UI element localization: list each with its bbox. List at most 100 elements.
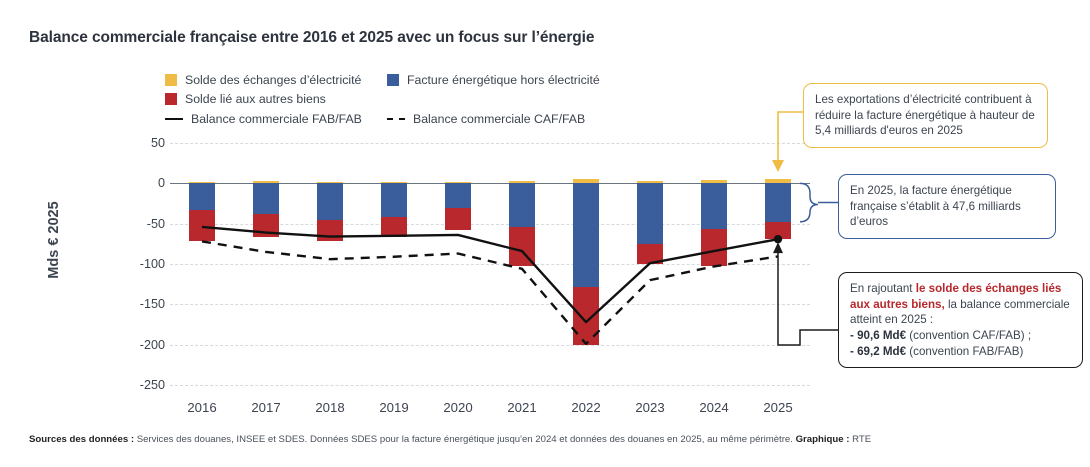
y-tick-label: 50 <box>150 136 165 150</box>
bar-segment <box>509 183 535 227</box>
callout-balance-rest-caffab: (convention CAF/FAB) ; <box>906 328 1032 342</box>
zero-line <box>170 183 810 185</box>
x-tick-label: 2024 <box>699 400 729 415</box>
legend-item-autres: Solde lié aux autres biens <box>165 92 387 106</box>
y-tick-label: 0 <box>157 176 165 191</box>
x-tick-label: 2020 <box>443 400 473 415</box>
bar-segment <box>765 178 791 184</box>
connector-elec-leader <box>777 111 803 140</box>
bar-segment <box>509 180 535 184</box>
gridline <box>170 344 810 346</box>
legend-row-3: Balance commerciale FAB/FAB Balance comm… <box>165 108 685 130</box>
legend-label-elec: Solde des échanges d’électricité <box>185 72 362 87</box>
bar-segment <box>253 181 279 184</box>
x-tick-label: 2023 <box>635 400 665 415</box>
bar-segment <box>317 183 343 220</box>
y-axis-ticks: 50 0 -50 -100 -150 -200 -250 <box>95 135 165 393</box>
y-tick-label: -150 <box>139 297 165 312</box>
x-tick-label: 2016 <box>187 400 217 415</box>
bar-2024 <box>701 143 727 385</box>
bar-2019 <box>381 143 407 385</box>
line-fabfab <box>201 225 779 324</box>
bar-segment <box>381 181 407 184</box>
legend-line-dashed-icon <box>387 118 405 120</box>
callout-balance-highlight: le solde des échanges liés aux autres bi… <box>850 282 1062 311</box>
legend-row-2: Solde lié aux autres biens <box>165 89 685 108</box>
y-tick-label: -50 <box>146 216 165 231</box>
legend-item-fabfab: Balance commerciale FAB/FAB <box>165 112 387 126</box>
callout-balance-value-fabfab: - 69,2 Md€ <box>850 344 907 358</box>
bar-2025 <box>765 143 791 385</box>
bar-segment <box>637 180 663 184</box>
callout-balance-text-2: la balance commerciale atteint en 2025 : <box>850 297 1070 327</box>
legend-item-energy: Facture énergétique hors électricité <box>387 73 600 87</box>
footer-graphic-text: RTE <box>849 434 872 445</box>
callout-energy-bill: En 2025, la facture énergétique français… <box>838 174 1056 239</box>
bar-segment <box>189 183 215 210</box>
bar-segment <box>317 181 343 184</box>
footer-sources-text: Services des douanes, INSEE et SDES. Don… <box>134 434 796 445</box>
footer-sources-label: Sources des données : <box>29 434 135 445</box>
bar-segment <box>765 183 791 222</box>
bar-segment <box>701 183 727 230</box>
legend-line-solid-icon <box>165 118 183 120</box>
bar-segment <box>381 217 407 238</box>
x-tick-label: 2022 <box>571 400 601 415</box>
bar-2016 <box>189 143 215 385</box>
bar-segment <box>189 181 215 184</box>
legend-item-caffab: Balance commerciale CAF/FAB <box>387 112 585 126</box>
line-caffab <box>201 240 779 346</box>
x-tick-label: 2018 <box>315 400 345 415</box>
bar-segment <box>253 183 279 214</box>
gridline <box>170 304 810 306</box>
bar-segment <box>573 179 599 184</box>
bar-segment <box>637 243 663 264</box>
bar-2021 <box>509 143 535 385</box>
bar-segment <box>445 183 471 209</box>
bar-segment <box>445 181 471 184</box>
chart-plot-area <box>170 143 810 386</box>
x-tick-label: 2021 <box>507 400 537 415</box>
footer-sources: Sources des données : Services des douan… <box>29 434 1069 445</box>
y-axis-title: Mds € 2025 <box>46 201 62 279</box>
bar-segment <box>701 229 727 266</box>
bar-2020 <box>445 143 471 385</box>
legend-swatch-elec-icon <box>165 73 177 86</box>
legend-swatch-energy-icon <box>387 73 399 86</box>
callout-electricity: Les exportations d’électricité contribue… <box>803 83 1048 148</box>
legend-row-1: Solde des échanges d’électricité Facture… <box>165 70 685 89</box>
bar-segment <box>445 208 471 231</box>
callout-balance-text-1: En rajoutant <box>850 282 916 295</box>
x-tick-label: 2017 <box>251 400 281 415</box>
y-tick-label: -250 <box>139 378 165 392</box>
y-tick-label: -200 <box>139 337 165 352</box>
page-title: Balance commerciale française entre 2016… <box>29 29 595 46</box>
legend-item-elec: Solde des échanges d’électricité <box>165 73 387 87</box>
gridline <box>170 223 810 225</box>
legend-label-fabfab: Balance commerciale FAB/FAB <box>191 112 362 126</box>
line-series-overlay <box>201 225 783 346</box>
x-tick-label: 2025 <box>763 400 793 415</box>
x-tick-label: 2019 <box>379 400 409 415</box>
bar-segment <box>637 183 663 244</box>
bar-segment <box>381 183 407 218</box>
endpoint-marker-icon <box>773 234 783 244</box>
callout-trade-balance: En rajoutant le solde des échanges liés … <box>838 272 1083 369</box>
gridline <box>170 264 810 265</box>
legend-swatch-autres-icon <box>165 92 177 105</box>
callout-balance-value-caffab: - 90,6 Md€ <box>850 328 907 342</box>
bar-segment <box>701 180 727 184</box>
bar-segment <box>573 183 599 287</box>
legend-label-autres: Solde lié aux autres biens <box>185 91 326 106</box>
gridline <box>170 143 810 144</box>
gridline <box>170 385 810 386</box>
chart-legend: Solde des échanges d’électricité Facture… <box>165 70 685 130</box>
footer-graphic-label: Graphique : <box>795 434 850 445</box>
y-tick-label: -100 <box>139 257 165 271</box>
callout-balance-rest-fabfab: (convention FAB/FAB) <box>906 344 1024 358</box>
bar-2023 <box>637 143 663 385</box>
legend-label-caffab: Balance commerciale CAF/FAB <box>413 112 586 126</box>
bar-segment <box>765 221 791 240</box>
bar-segment <box>189 209 215 242</box>
legend-label-energy: Facture énergétique hors électricité <box>407 72 600 87</box>
